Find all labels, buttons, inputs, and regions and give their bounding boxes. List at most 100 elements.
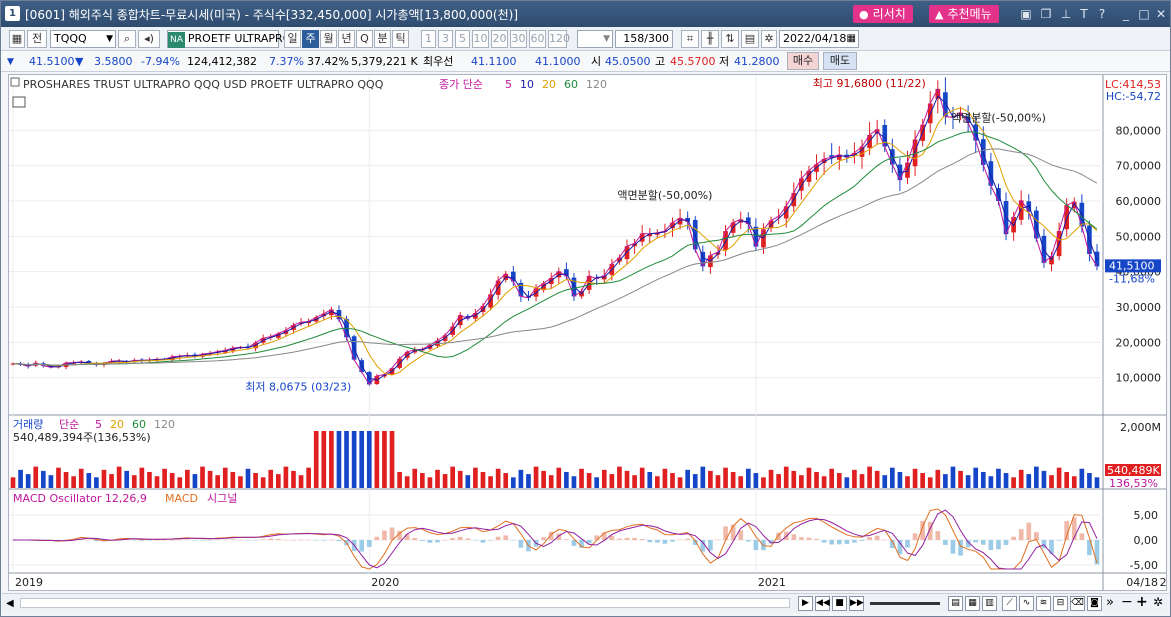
volume-bar <box>647 471 653 488</box>
macd-osc-bar <box>685 538 690 540</box>
candle-body <box>670 222 675 229</box>
window-number: 1 <box>5 6 20 21</box>
candle-icon[interactable]: ╫ <box>701 30 719 48</box>
macd-osc-bar <box>503 535 509 540</box>
buy-button[interactable]: 매수 <box>787 52 819 70</box>
chevron-down-icon[interactable]: ▼ <box>106 34 113 44</box>
volume-bar <box>374 431 380 488</box>
volume-bar <box>488 476 493 488</box>
camera-icon[interactable]: ◙ <box>1087 596 1102 611</box>
stop-icon[interactable]: ■ <box>832 596 847 611</box>
volume-bar <box>313 431 319 488</box>
volume-bar <box>131 475 137 488</box>
interval-button-30[interactable]: 30 <box>510 30 527 48</box>
symbol-value: TQQQ <box>54 32 87 45</box>
interval-button-20[interactable]: 20 <box>491 30 508 48</box>
copy-icon[interactable]: ❐ <box>1040 7 1052 21</box>
indicator-icon[interactable]: ⇅ <box>721 30 739 48</box>
crosshair-icon[interactable]: ▥ <box>982 596 997 611</box>
close-icon[interactable]: ✕ <box>1155 7 1167 21</box>
volume-axis-top: 2,000M <box>1120 421 1161 434</box>
macd-osc-bar <box>980 540 986 545</box>
save-icon[interactable]: ▤ <box>741 30 759 48</box>
market-badge: NA <box>168 32 185 48</box>
period-tab-1[interactable]: 주 <box>302 30 319 48</box>
zoom-slider[interactable] <box>870 602 940 605</box>
eraser-icon[interactable]: ⌫ <box>1070 596 1085 611</box>
macd-osc-bar <box>950 540 956 554</box>
macd-tick-label: 0,00 <box>1134 534 1159 547</box>
search-icon[interactable]: ⌕ <box>118 30 136 48</box>
period-tab-0[interactable]: 일 <box>284 30 301 48</box>
layout-icon[interactable]: ▣ <box>1020 7 1032 21</box>
calendar-icon[interactable]: ▦ <box>846 33 856 44</box>
maximize-icon[interactable]: □ <box>1138 7 1150 21</box>
period-tab-3[interactable]: 년 <box>338 30 355 48</box>
trend-icon[interactable]: ∿ <box>1019 596 1034 611</box>
grid-menu-icon[interactable]: ▦ <box>9 30 25 48</box>
scroll-left-icon[interactable]: ◀ <box>6 598 14 609</box>
count-input[interactable]: 158/300 <box>615 30 673 48</box>
zoom-out-icon[interactable]: ▤ <box>948 596 963 611</box>
period-tab-5[interactable]: 분 <box>374 30 391 48</box>
macd-osc-bar <box>882 539 888 541</box>
date-input[interactable]: 2022/04/18 ▦ <box>779 30 859 48</box>
volume-bar <box>177 477 183 488</box>
volume-bar <box>958 470 963 488</box>
draw-line-icon[interactable]: ⟋ <box>1002 596 1017 611</box>
volume-bar <box>799 475 804 488</box>
change-percent: -7.94% <box>141 55 180 68</box>
chevron-down-icon[interactable]: ▼ <box>7 57 14 67</box>
chart-area[interactable]: 80,000070,000060,000050,000040,000030,00… <box>8 74 1171 591</box>
interval-button-5[interactable]: 5 <box>455 30 470 48</box>
interval-dropdown[interactable]: ▼ <box>577 30 613 48</box>
macd-osc-bar <box>382 530 387 540</box>
volume-bar <box>586 473 592 488</box>
minus-icon[interactable]: − <box>1121 594 1133 610</box>
play-icon[interactable]: ▶ <box>798 596 813 611</box>
recommend-menu-button[interactable]: ▲ 추천메뉴 <box>929 5 999 23</box>
minimize-icon[interactable]: _ <box>1123 7 1129 21</box>
sound-icon[interactable]: ◂) <box>138 30 160 48</box>
all-toggle[interactable]: 전 <box>27 30 47 48</box>
low-label: 저 <box>719 55 730 68</box>
period-tab-6[interactable]: 틱 <box>392 30 409 48</box>
interval-button-3[interactable]: 3 <box>438 30 453 48</box>
interval-button-60[interactable]: 60 <box>529 30 546 48</box>
volume-bar <box>154 476 160 488</box>
candle-body <box>10 363 16 365</box>
recommend-label: 추천메뉴 <box>947 7 992 21</box>
period-tab-2[interactable]: 월 <box>320 30 337 48</box>
interval-button-10[interactable]: 10 <box>472 30 489 48</box>
symbol-input[interactable]: TQQQ ▼ <box>50 30 116 48</box>
horizontal-scrollbar[interactable] <box>20 598 790 608</box>
volume-bar <box>1041 470 1047 488</box>
sell-button[interactable]: 매도 <box>823 52 857 70</box>
forward-icon[interactable]: ▶▶ <box>849 596 864 611</box>
interval-button-1[interactable]: 1 <box>421 30 436 48</box>
research-button[interactable]: ● 리서치 <box>853 5 913 23</box>
rewind-icon[interactable]: ◀◀ <box>815 596 830 611</box>
macd-osc-bar <box>1034 532 1039 540</box>
symbol-name: PROETF ULTRAPRO <box>187 32 292 45</box>
help-icon[interactable]: ? <box>1098 7 1106 21</box>
font-icon[interactable]: T <box>1080 7 1088 21</box>
zoom-in-icon[interactable]: ▦ <box>965 596 980 611</box>
chart-type-icon[interactable]: ⌗ <box>681 30 699 48</box>
volume-bar <box>730 471 736 488</box>
pin-icon[interactable]: ⊥ <box>1060 7 1072 21</box>
candle-body <box>677 217 683 225</box>
plus-icon[interactable]: + <box>1136 594 1148 610</box>
volume-bar <box>700 466 706 488</box>
volume-bar <box>632 475 637 488</box>
settings-icon[interactable]: ✲ <box>1153 595 1164 609</box>
interval-button-120[interactable]: 120 <box>548 30 570 48</box>
fibonacci-icon[interactable]: ≋ <box>1036 596 1051 611</box>
ruler-icon[interactable]: ⊟ <box>1053 596 1068 611</box>
volume-bar <box>882 475 888 488</box>
scroll-end-icon[interactable]: » <box>1106 595 1114 610</box>
settings-icon[interactable]: ✲ <box>761 30 777 48</box>
period-tab-4[interactable]: Q <box>356 30 373 48</box>
best-bid: 41.1000 <box>535 55 581 68</box>
